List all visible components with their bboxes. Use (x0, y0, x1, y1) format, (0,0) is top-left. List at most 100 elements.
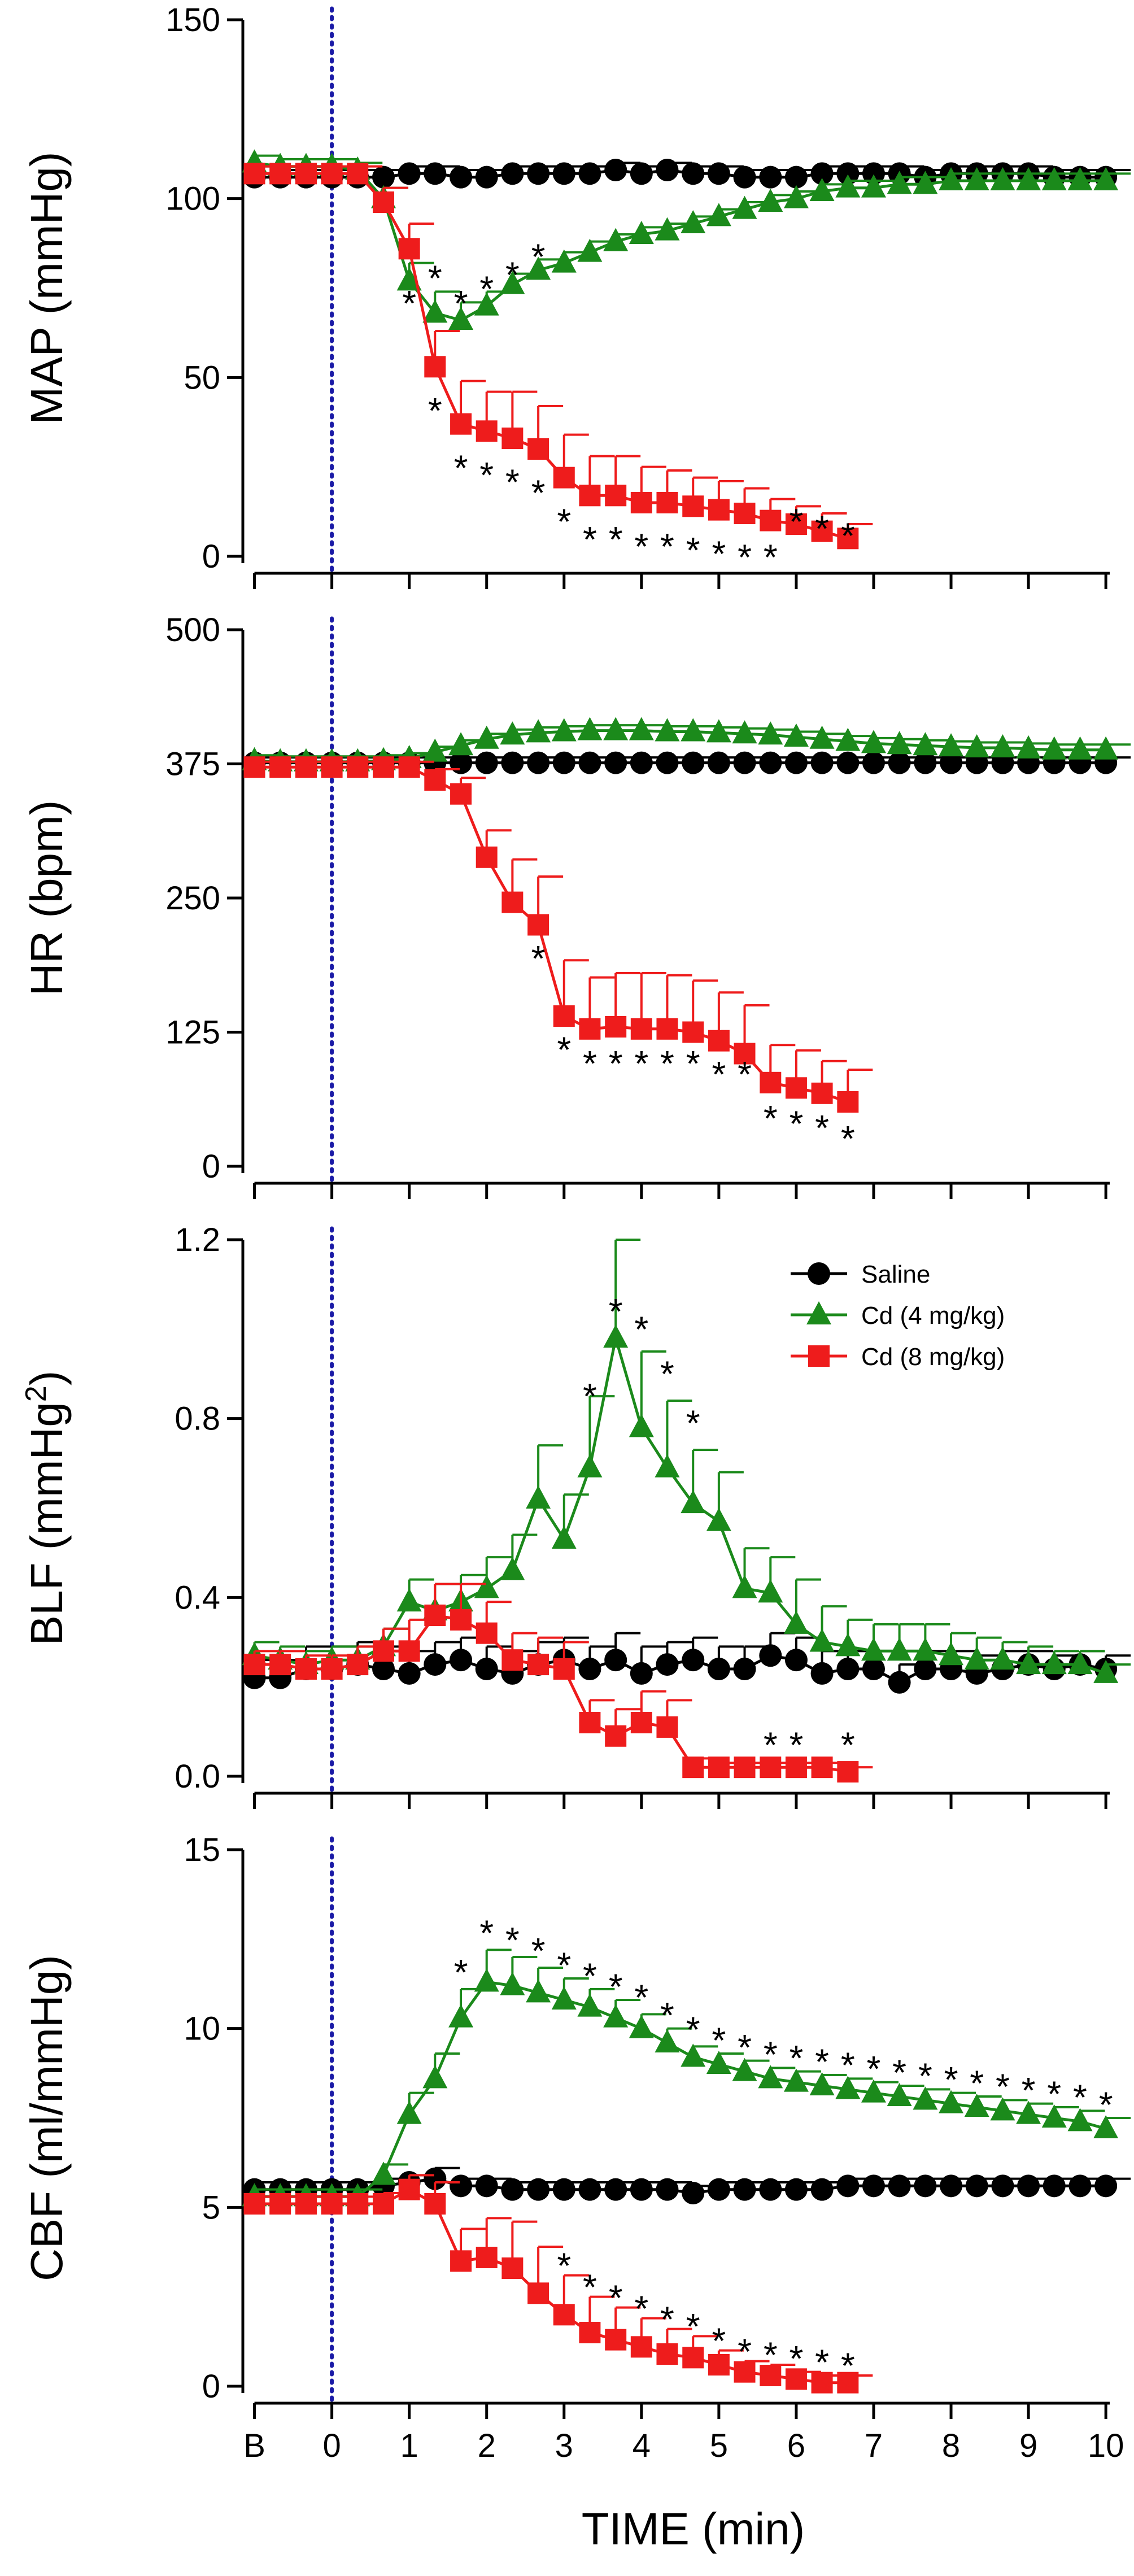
y-axis-title: CBF (ml/mmHg) (21, 1955, 72, 2281)
data-point (990, 734, 1015, 757)
data-point (681, 718, 706, 742)
data-point (475, 751, 498, 774)
data-point (707, 1658, 730, 1680)
significance-marker: * (505, 1920, 520, 1960)
significance-marker: * (764, 1725, 778, 1766)
y-tick-label: 0.4 (175, 1579, 220, 1616)
x-axis-title: TIME (min) (582, 2504, 805, 2554)
data-point (398, 1640, 420, 1662)
y-tick-label: 50 (184, 359, 220, 396)
data-point (862, 1658, 885, 1680)
data-point (1093, 167, 1119, 190)
data-point (785, 2368, 807, 2390)
significance-marker: * (686, 2306, 700, 2347)
data-point (760, 1756, 782, 1779)
significance-marker: * (479, 1912, 494, 1953)
data-point (605, 485, 627, 507)
data-point (835, 1633, 861, 1657)
data-point (630, 162, 653, 185)
significance-marker: * (996, 2067, 1010, 2107)
data-point (784, 2178, 808, 2201)
data-point (1016, 735, 1041, 759)
data-point (990, 167, 1015, 190)
data-point (604, 159, 627, 181)
data-point (758, 1579, 783, 1603)
data-point (1094, 2174, 1118, 2198)
data-point (862, 751, 885, 774)
data-point (861, 174, 886, 198)
significance-marker: * (428, 390, 442, 431)
data-point (809, 725, 835, 749)
significance-marker: * (738, 2027, 752, 2068)
data-point (630, 1018, 652, 1040)
data-point (682, 1756, 704, 1779)
x-tick-label: 8 (942, 2427, 960, 2464)
significance-marker: * (505, 462, 520, 503)
data-point (887, 171, 912, 194)
data-point (295, 756, 317, 778)
data-point (656, 2343, 678, 2365)
y-tick-label: 150 (165, 2, 220, 38)
series-2 (243, 756, 873, 1113)
significance-marker: * (557, 2245, 571, 2286)
y-tick-label: 15 (184, 1832, 220, 1868)
data-point (373, 756, 395, 778)
data-point (243, 2193, 265, 2215)
y-axis-title-part: 2 (20, 1385, 53, 1402)
data-point (861, 2079, 886, 2103)
data-point (630, 1712, 652, 1733)
data-point (810, 162, 834, 185)
data-point (450, 413, 472, 435)
data-point (629, 1414, 654, 1437)
significance-marker: * (789, 501, 803, 542)
data-point (295, 2193, 317, 2215)
data-point (604, 751, 627, 774)
data-point (836, 751, 860, 774)
significance-marker: * (402, 283, 416, 324)
data-point (501, 2257, 524, 2279)
data-point (396, 2100, 422, 2124)
data-point (269, 163, 291, 185)
data-point (732, 195, 757, 219)
data-point (501, 2178, 524, 2201)
data-point (913, 171, 938, 194)
significance-marker: * (505, 254, 520, 295)
series-line (254, 2187, 848, 2385)
significance-marker: * (841, 2045, 855, 2086)
data-point (500, 271, 525, 294)
panel-0: 0 50 100 150 MAP (mmHg) * * * * * * * * * * * * * * * * * * * * *… (21, 2, 1131, 589)
panel-3: 0 5 10 15 CBF (ml/mmHg) * * * * * * * * * * * * * * * * * * * * *… (21, 1832, 1131, 2419)
data-point (321, 2193, 343, 2215)
data-point (809, 2072, 835, 2095)
data-point (862, 162, 885, 185)
legend: Saline Cd (4 mg/kg) Cd (8 mg/kg) (791, 1261, 1005, 1371)
data-point (785, 1756, 807, 1779)
data-point (785, 513, 807, 535)
significance-marker: * (712, 2320, 726, 2361)
data-point (759, 165, 782, 189)
data-point (990, 1646, 1015, 1670)
significance-marker: * (867, 2048, 881, 2089)
data-point (811, 1756, 833, 1779)
data-point (835, 727, 861, 751)
data-point (553, 1005, 575, 1027)
significance-marker: * (660, 2299, 674, 2339)
data-point (991, 2174, 1014, 2198)
data-point (243, 163, 265, 185)
data-point (783, 2068, 809, 2092)
significance-marker: * (1022, 2070, 1036, 2111)
data-point (371, 2161, 396, 2185)
data-point (372, 165, 395, 189)
significance-marker: * (454, 1952, 468, 1993)
data-point (784, 751, 808, 774)
data-point (759, 1644, 782, 1667)
data-point (809, 178, 835, 201)
significance-marker: * (609, 1966, 623, 2007)
data-point (578, 751, 601, 774)
y-axis-title-part: ) (21, 1371, 72, 1386)
data-point (682, 1021, 704, 1043)
significance-marker: * (789, 1103, 803, 1144)
significance-marker: * (428, 258, 442, 299)
significance-marker: * (583, 1043, 597, 1084)
